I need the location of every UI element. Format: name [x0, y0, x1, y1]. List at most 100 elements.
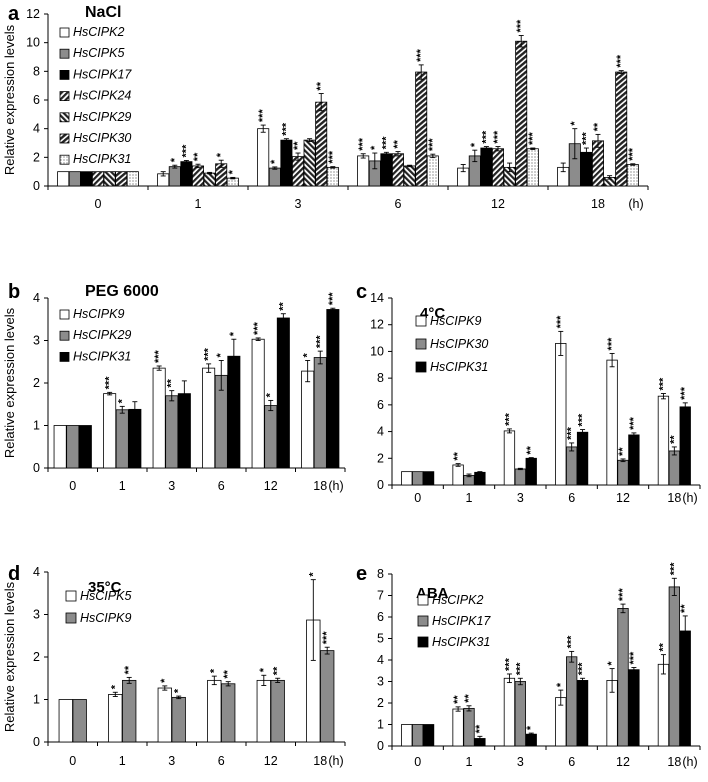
significance-label: *: [227, 169, 239, 174]
significance-label: **: [272, 666, 284, 675]
bar: [168, 166, 181, 187]
bar: [108, 694, 123, 743]
bar: [221, 683, 236, 743]
legend-swatch: [415, 338, 427, 350]
legend-swatch: [59, 48, 70, 59]
bar: [463, 707, 475, 747]
series-HsCIPK30: *******: [412, 426, 680, 486]
significance-label: ***: [577, 662, 589, 676]
legend-label: HsCIPK2: [73, 25, 124, 39]
bar: [491, 148, 504, 187]
bar: [391, 153, 404, 187]
y-tick-label: 8: [33, 64, 40, 78]
y-tick-label: 2: [33, 650, 40, 664]
bar: [122, 679, 137, 743]
y-tick-label: 6: [33, 93, 40, 107]
bar: [526, 148, 539, 187]
bar: [615, 71, 628, 187]
significance-label: *: [228, 331, 240, 336]
bar: [679, 406, 691, 486]
bar: [628, 434, 640, 486]
bar: [280, 139, 293, 187]
panel-letter: b: [8, 281, 20, 303]
significance-label: ***: [314, 335, 326, 349]
bar: [401, 471, 413, 486]
bar: [264, 405, 278, 469]
y-tick-label: 4: [33, 565, 40, 579]
series-HsCIPK17: **************: [412, 562, 680, 747]
significance-label: ***: [492, 130, 504, 144]
significance-label: ***: [577, 413, 589, 427]
y-tick-label: 10: [26, 36, 40, 50]
legend-label: HsCIPK31: [430, 360, 488, 374]
bar: [422, 724, 435, 747]
bar: [53, 425, 67, 469]
chart-title: PEG 6000: [85, 283, 159, 300]
y-tick-label: 8: [377, 371, 384, 385]
significance-label: ***: [668, 562, 680, 576]
x-tick-label: 6: [218, 754, 225, 768]
significance-label: ***: [555, 315, 567, 329]
significance-label: ***: [628, 651, 640, 665]
y-tick-label: 1: [33, 693, 40, 707]
y-tick-label: 0: [33, 179, 40, 193]
bar: [191, 165, 204, 187]
significance-label: *: [215, 352, 227, 357]
significance-label: ***: [104, 376, 116, 390]
significance-label: **: [123, 665, 135, 674]
legend-label: HsCIPK9: [80, 611, 131, 625]
legend: HsCIPK9 HsCIPK29 HsCIPK31: [59, 307, 131, 363]
x-tick-label: 3: [295, 197, 302, 211]
legend-swatch: [415, 315, 427, 327]
legend-swatch: [59, 112, 70, 123]
significance-label: ***: [415, 48, 427, 62]
legend: HsCIPK2 HsCIPK5 HsCIPK17 HsCIPK24 HsCIPK29 Hs…: [59, 25, 132, 166]
y-tick-label: 4: [33, 291, 40, 305]
y-tick-label: 0: [377, 478, 384, 492]
legend-swatch: [59, 91, 70, 101]
x-tick-label: 6: [395, 197, 402, 211]
significance-label: ***: [180, 144, 192, 158]
significance-label: *: [555, 682, 567, 687]
legend: HsCIPK9 HsCIPK30 HsCIPK31: [415, 314, 488, 374]
y-tick-label: 1: [33, 419, 40, 433]
significance-label: ***: [480, 130, 492, 144]
significance-label: *: [606, 661, 618, 666]
x-tick-label: 3: [517, 491, 524, 505]
bar: [68, 171, 81, 187]
legend-label: HsCIPK9: [430, 314, 481, 328]
y-tick-label: 0: [33, 735, 40, 749]
bar: [617, 608, 629, 747]
x-tick-label: 0: [69, 754, 76, 768]
bar: [617, 459, 629, 486]
bar: [115, 171, 128, 187]
y-tick-label: 2: [377, 696, 384, 710]
legend-label: HsCIPK31: [73, 152, 131, 166]
y-tick-label: 3: [33, 334, 40, 348]
y-tick-label: 2: [377, 451, 384, 465]
y-axis-label: Relative expression levels: [2, 581, 17, 732]
significance-label: ***: [357, 137, 369, 151]
y-axis-label: Relative expression levels: [2, 24, 17, 175]
significance-label: *: [258, 667, 270, 672]
x-tick-label: 18: [591, 197, 605, 211]
significance-label: ***: [566, 635, 578, 649]
bar: [525, 733, 537, 747]
bar: [313, 357, 327, 469]
x-tick-label: 6: [218, 479, 225, 493]
bar: [58, 699, 73, 743]
legend-swatch: [59, 154, 70, 165]
series-HsCIPK5: *****: [58, 572, 321, 743]
bar: [270, 679, 285, 743]
bar: [452, 464, 464, 486]
legend-swatch: [59, 70, 70, 80]
x-unit-label: (h): [328, 754, 343, 768]
x-unit-label: (h): [328, 479, 343, 493]
series-HsCIPK31: *** ***: [78, 292, 340, 469]
x-tick-label: 6: [568, 491, 575, 505]
series-HsCIPK30: ************: [115, 19, 628, 187]
significance-label: *: [215, 152, 227, 157]
